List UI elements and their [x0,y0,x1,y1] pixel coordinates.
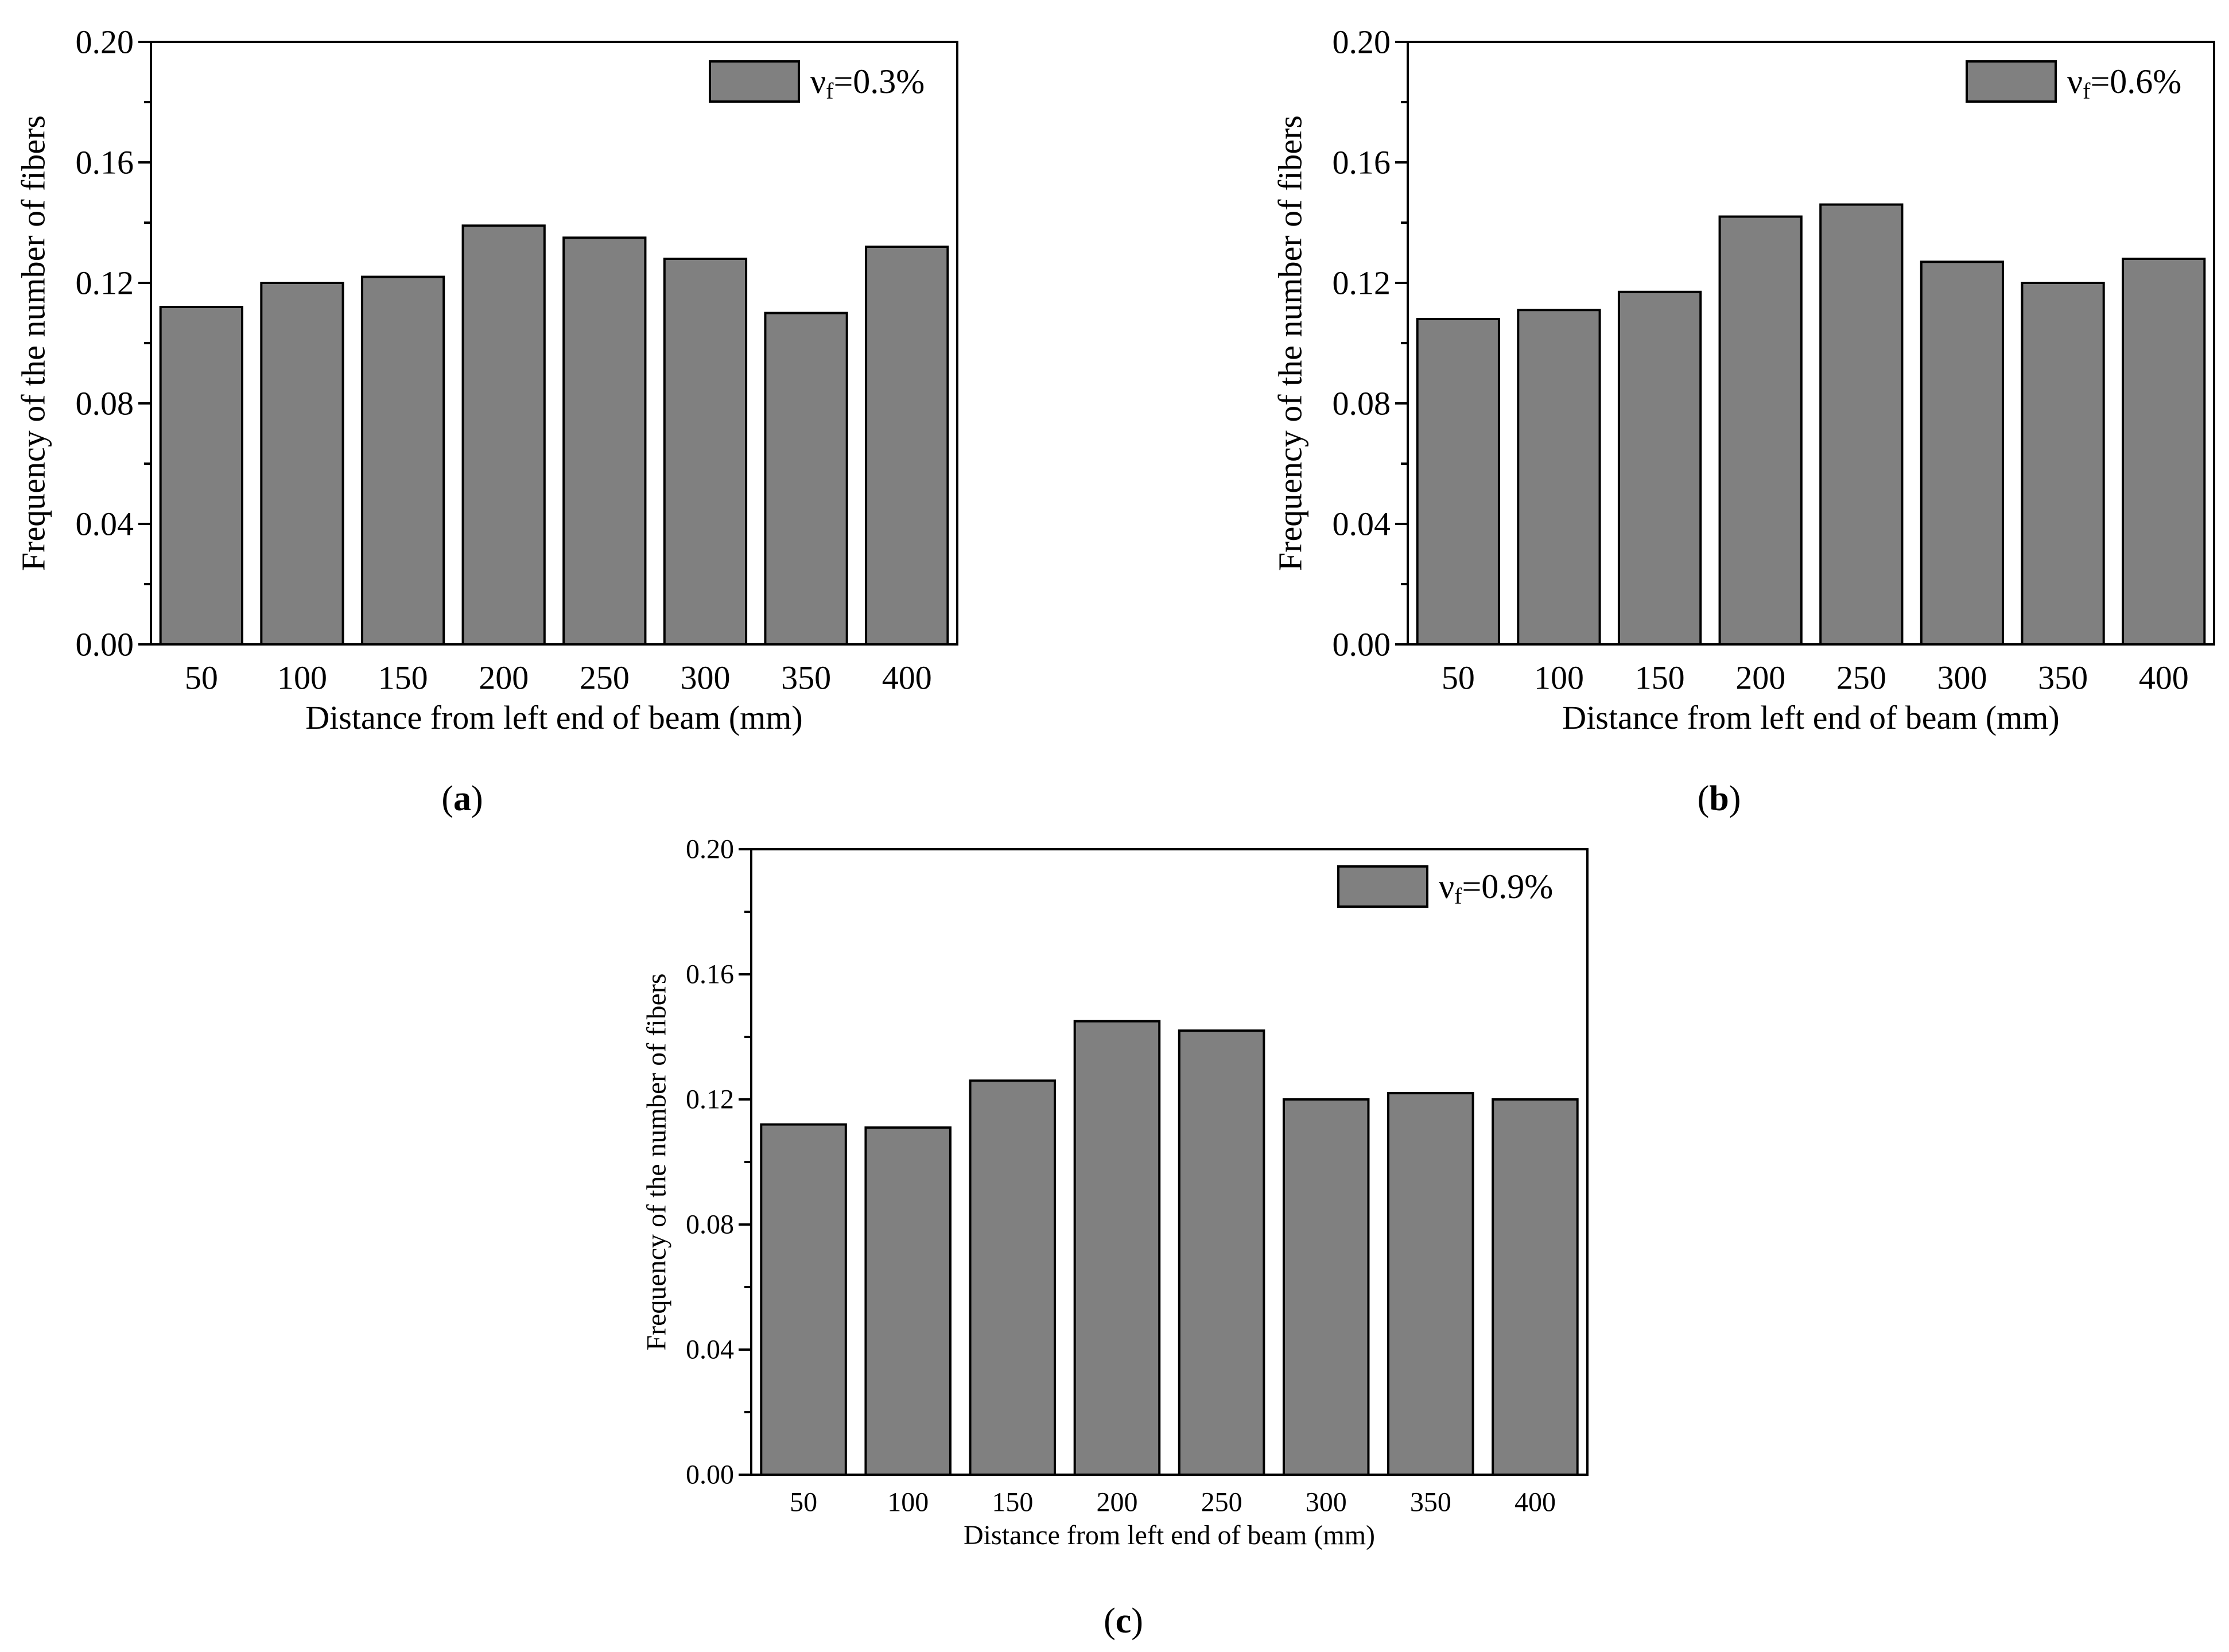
legend-swatch [1337,865,1428,908]
x-tick-label: 50 [1442,659,1475,697]
x-tick-label: 150 [992,1487,1033,1518]
x-axis-label: Distance from left end of beam (mm) [964,1520,1375,1550]
bar-400 [865,246,949,646]
y-tick-label: 0.00 [76,626,134,663]
x-tick-label: 300 [1937,659,1987,697]
bar-100 [1517,309,1601,646]
x-tick-label: 350 [781,659,831,697]
x-tick-label: 250 [1201,1487,1242,1518]
y-tick-label: 0.12 [686,1085,734,1115]
bar-350 [1387,1092,1474,1476]
y-tick-label: 0.20 [1333,24,1391,61]
y-tick-label: 0.08 [1333,385,1391,422]
x-tick-label: 150 [1635,659,1685,697]
chart-panel-c: 0.00 0.04 0.08 0.12 0.16 0.20 50 100 150 200 250 30… [642,834,1589,1641]
y-tick-label: 0.00 [686,1460,734,1490]
x-tick-label: 350 [1410,1487,1451,1518]
bar-250 [562,236,647,646]
legend: νf=0.9% [1337,865,1553,909]
x-axis-label: Distance from left end of beam (mm) [305,699,802,736]
bar-350 [2021,282,2105,646]
bar-150 [360,275,445,646]
legend-label: νf=0.6% [2067,63,2181,104]
x-axis-label: Distance from left end of beam (mm) [1562,699,2059,736]
y-axis-label: Frequency of the number of fibers [15,115,52,571]
legend: νf=0.6% [1966,60,2181,104]
bar-150 [1617,290,1702,646]
y-tick-label: 0.08 [76,385,134,422]
bar-250 [1178,1029,1265,1476]
x-tick-label: 100 [277,659,327,697]
bar-400 [1492,1098,1579,1476]
y-tick-label: 0.04 [1333,506,1391,543]
x-tick-label: 50 [790,1487,817,1518]
y-tick-label: 0.20 [76,24,134,61]
legend-label: νf=0.3% [810,63,925,104]
x-tick-label: 150 [378,659,428,697]
y-tick-label: 0.16 [1333,144,1391,181]
x-tick-label: 400 [1515,1487,1556,1518]
bar-300 [1920,261,2005,646]
bar-350 [764,312,848,646]
bar-50 [760,1123,847,1476]
y-tick-label: 0.08 [686,1210,734,1240]
x-tick-label: 400 [2139,659,2189,697]
legend-swatch [709,60,800,103]
bar-50 [1416,318,1500,646]
x-tick-label: 100 [887,1487,929,1518]
y-tick-label: 0.04 [76,506,134,543]
y-axis-label: Frequency of the number of fibers [1272,115,1309,571]
x-tick-label: 50 [185,659,218,697]
y-axis-label: Frequency of the number of fibers [642,973,672,1350]
bar-250 [1819,203,1904,646]
bar-100 [260,282,344,646]
x-tick-label: 200 [1735,659,1785,697]
x-tick-label: 400 [882,659,932,697]
y-tick-label: 0.16 [76,144,134,181]
panel-caption: (a) [441,779,483,818]
panel-caption: (b) [1698,779,1741,818]
x-tick-label: 250 [1836,659,1886,697]
y-tick-label: 0.12 [76,265,134,302]
x-tick-label: 350 [2038,659,2088,697]
bar-50 [159,306,243,646]
bar-200 [1073,1020,1161,1476]
legend-swatch [1966,60,2057,103]
bar-100 [864,1126,952,1476]
x-tick-label: 200 [1096,1487,1137,1518]
panel-caption: (c) [1104,1602,1143,1641]
legend-label: νf=0.9% [1439,868,1553,909]
y-tick-label: 0.04 [686,1335,734,1365]
chart-panel-a: 0.00 0.04 0.08 0.12 0.16 0.20 50 100 150 200 250 30… [15,24,958,818]
x-tick-label: 100 [1534,659,1584,697]
y-tick-label: 0.00 [1333,626,1391,663]
y-tick-label: 0.12 [1333,265,1391,302]
x-tick-label: 300 [1306,1487,1347,1518]
x-tick-label: 250 [580,659,630,697]
legend: νf=0.3% [709,60,925,104]
y-tick-label: 0.20 [686,834,734,865]
bar-300 [663,258,748,646]
bar-150 [969,1079,1057,1476]
bar-200 [461,224,546,646]
x-tick-label: 200 [479,659,529,697]
bar-300 [1282,1098,1370,1476]
x-tick-label: 300 [680,659,730,697]
bar-200 [1718,215,1803,646]
chart-panel-b: 0.00 0.04 0.08 0.12 0.16 0.20 50 100 150 200 250 30… [1272,24,2215,818]
bar-400 [2122,258,2206,646]
y-tick-label: 0.16 [686,959,734,990]
